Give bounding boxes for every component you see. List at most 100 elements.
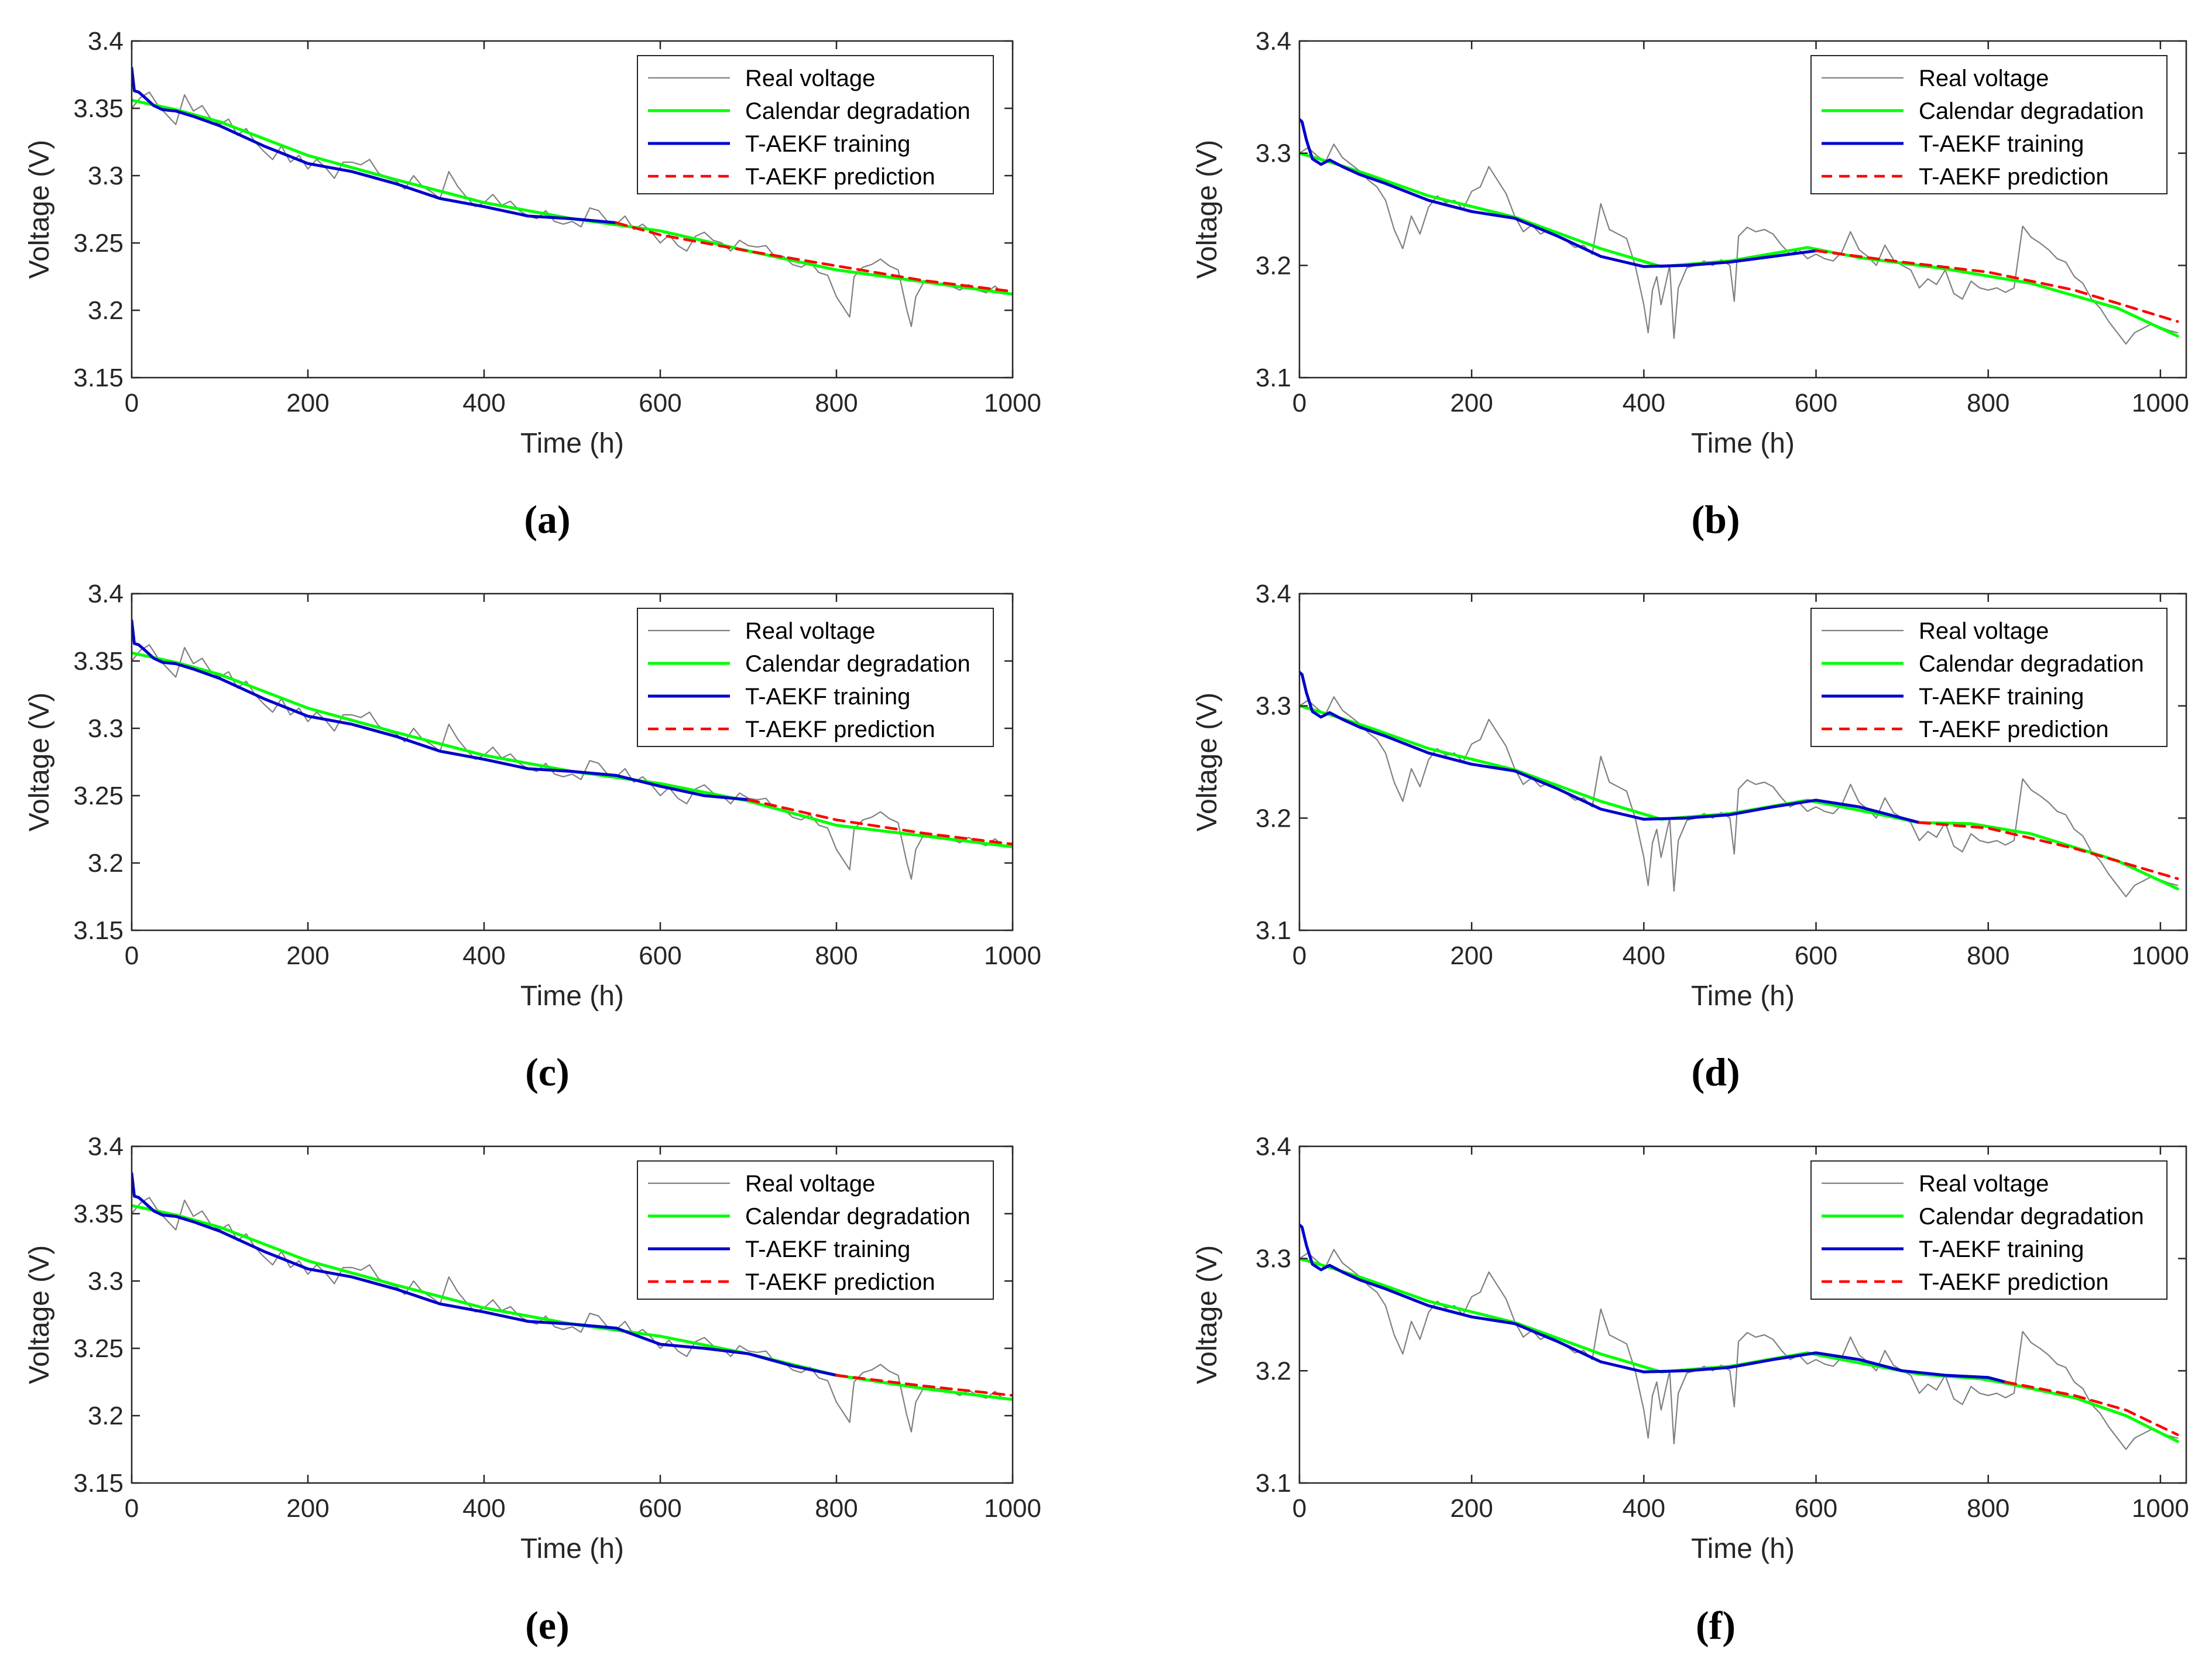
y-tick-label-e-5: 3.4 bbox=[88, 1132, 124, 1161]
legend-label-a-0: Real voltage bbox=[745, 66, 875, 91]
series-line-e-0 bbox=[132, 1197, 1005, 1433]
y-tick-label-e-1: 3.2 bbox=[88, 1402, 124, 1430]
x-tick-label-a-4: 800 bbox=[815, 389, 858, 417]
x-tick-label-d-2: 400 bbox=[1623, 941, 1665, 970]
chart-panel-f: 0 200 400 600 800 1000 3.1 3.2 3.3 3.4 Time (h) Vol… bbox=[1192, 1132, 2189, 1564]
series-line-e-2 bbox=[132, 1172, 838, 1377]
chart-panel-d: 0 200 400 600 800 1000 3.1 3.2 3.3 3.4 Time (h) Vol… bbox=[1192, 580, 2189, 1012]
legend-label-b-2: T-AEKF training bbox=[1919, 131, 2084, 157]
x-tick-label-c-2: 400 bbox=[462, 941, 505, 970]
axes-box-c bbox=[131, 592, 1014, 931]
legend-label-f-1: Calendar degradation bbox=[1919, 1204, 2144, 1229]
x-tick-label-c-4: 800 bbox=[815, 941, 858, 970]
legend-label-f-3: T-AEKF prediction bbox=[1919, 1269, 2109, 1295]
y-tick-label-c-3: 3.3 bbox=[88, 714, 124, 743]
x-tick-label-d-1: 200 bbox=[1450, 941, 1493, 970]
legend-label-d-0: Real voltage bbox=[1919, 618, 2049, 644]
y-tick-label-a-2: 3.25 bbox=[73, 229, 124, 258]
y-tick-label-e-4: 3.35 bbox=[73, 1200, 124, 1228]
legend-label-a-3: T-AEKF prediction bbox=[745, 164, 935, 190]
y-tick-label-e-3: 3.3 bbox=[88, 1267, 124, 1296]
y-tick-label-d-3: 3.4 bbox=[1256, 580, 1291, 608]
caption-c: (c) bbox=[500, 1049, 594, 1095]
legend-label-d-2: T-AEKF training bbox=[1919, 684, 2084, 710]
x-tick-label-a-0: 0 bbox=[125, 389, 139, 417]
caption-c-text: (c) bbox=[525, 1050, 570, 1094]
x-tick-label-d-0: 0 bbox=[1292, 941, 1306, 970]
series-line-a-1 bbox=[132, 98, 1013, 296]
legend-box-e bbox=[637, 1160, 994, 1300]
x-tick-label-a-2: 400 bbox=[462, 389, 505, 417]
series-line-a-0 bbox=[132, 91, 1005, 327]
axes-box-a bbox=[131, 40, 1014, 379]
y-tick-label-b-0: 3.1 bbox=[1256, 364, 1291, 392]
series-line-a-2 bbox=[132, 66, 618, 224]
legend-label-a-1: Calendar degradation bbox=[745, 98, 970, 124]
legend-label-e-2: T-AEKF training bbox=[745, 1237, 910, 1262]
y-tick-label-a-1: 3.2 bbox=[88, 296, 124, 325]
caption-b: (b) bbox=[1669, 496, 1762, 543]
x-tick-label-c-3: 600 bbox=[639, 941, 681, 970]
legend-box-a bbox=[637, 55, 994, 194]
x-tick-label-e-3: 600 bbox=[639, 1494, 681, 1523]
y-tick-label-a-0: 3.15 bbox=[73, 364, 124, 392]
x-tick-label-f-1: 200 bbox=[1450, 1494, 1493, 1523]
y-axis-label-c: Voltage (V) bbox=[24, 693, 55, 831]
legend-label-e-0: Real voltage bbox=[745, 1171, 875, 1197]
caption-d: (d) bbox=[1669, 1049, 1762, 1095]
x-tick-label-b-0: 0 bbox=[1292, 389, 1306, 417]
axes-box-b bbox=[1298, 40, 2187, 379]
y-tick-label-c-1: 3.2 bbox=[88, 849, 124, 878]
y-tick-label-e-0: 3.15 bbox=[73, 1469, 124, 1498]
legend-label-f-2: T-AEKF training bbox=[1919, 1237, 2084, 1262]
legend-label-c-1: Calendar degradation bbox=[745, 651, 970, 677]
legend-a: Real voltage Calendar degradation T-AEKF t… bbox=[637, 55, 994, 194]
y-tick-label-e-2: 3.25 bbox=[73, 1334, 124, 1363]
caption-e-text: (e) bbox=[525, 1603, 570, 1648]
y-tick-label-f-0: 3.1 bbox=[1256, 1469, 1291, 1498]
series-line-f-3 bbox=[2004, 1381, 2179, 1436]
legend-box-f bbox=[1810, 1160, 2168, 1300]
axes-box-d bbox=[1298, 592, 2187, 931]
legend-label-c-2: T-AEKF training bbox=[745, 684, 910, 710]
series-line-e-1 bbox=[132, 1204, 1013, 1401]
x-tick-label-d-5: 1000 bbox=[2132, 941, 2189, 970]
y-axis-label-d: Voltage (V) bbox=[1192, 693, 1223, 831]
series-line-a-3 bbox=[615, 221, 1013, 293]
legend-box-c bbox=[637, 608, 994, 747]
y-tick-label-c-4: 3.35 bbox=[73, 647, 124, 676]
y-tick-label-c-0: 3.15 bbox=[73, 916, 124, 945]
series-line-b-3 bbox=[1815, 249, 2179, 323]
caption-b-text: (b) bbox=[1691, 497, 1740, 542]
x-tick-label-e-2: 400 bbox=[462, 1494, 505, 1523]
series-line-c-1 bbox=[132, 651, 1013, 848]
legend-label-b-1: Calendar degradation bbox=[1919, 98, 2144, 124]
legend-b: Real voltage Calendar degradation T-AEKF t… bbox=[1810, 55, 2168, 194]
y-tick-label-b-3: 3.4 bbox=[1256, 27, 1291, 56]
x-axis-label-b: Time (h) bbox=[1691, 428, 1795, 459]
x-tick-label-f-2: 400 bbox=[1623, 1494, 1665, 1523]
legend-c: Real voltage Calendar degradation T-AEKF t… bbox=[637, 608, 994, 747]
legend-label-a-2: T-AEKF training bbox=[745, 131, 910, 157]
series-line-e-3 bbox=[835, 1374, 1013, 1397]
legend-label-e-3: T-AEKF prediction bbox=[745, 1269, 935, 1295]
series-group-b bbox=[1299, 118, 2179, 345]
caption-d-text: (d) bbox=[1691, 1050, 1740, 1094]
y-axis-label-b: Voltage (V) bbox=[1192, 140, 1223, 279]
y-tick-label-d-2: 3.3 bbox=[1256, 692, 1291, 721]
chart-panel-c: 0 200 400 600 800 1000 3.15 3.2 3.25 3.3 3.35 3.4 Ti… bbox=[24, 580, 1041, 1012]
chart-panel-a: 0 200 400 600 800 1000 3.15 3.2 3.25 3.3 3.35 3.4 Ti… bbox=[24, 27, 1041, 459]
x-axis-label-c: Time (h) bbox=[520, 981, 624, 1012]
y-tick-label-a-3: 3.3 bbox=[88, 162, 124, 190]
legend-e: Real voltage Calendar degradation T-AEKF t… bbox=[637, 1160, 994, 1300]
y-axis-label-e: Voltage (V) bbox=[24, 1245, 55, 1384]
x-axis-label-d: Time (h) bbox=[1691, 981, 1795, 1012]
y-axis-label-a: Voltage (V) bbox=[24, 140, 55, 279]
chart-panel-b: 0 200 400 600 800 1000 3.1 3.2 3.3 3.4 Time (h) Vol… bbox=[1192, 27, 2189, 459]
legend-label-c-3: T-AEKF prediction bbox=[745, 717, 935, 742]
x-tick-label-c-5: 1000 bbox=[984, 941, 1041, 970]
caption-a-text: (a) bbox=[524, 497, 571, 542]
y-tick-label-f-2: 3.3 bbox=[1256, 1245, 1291, 1273]
legend-label-b-3: T-AEKF prediction bbox=[1919, 164, 2109, 190]
y-tick-label-b-1: 3.2 bbox=[1256, 251, 1291, 280]
